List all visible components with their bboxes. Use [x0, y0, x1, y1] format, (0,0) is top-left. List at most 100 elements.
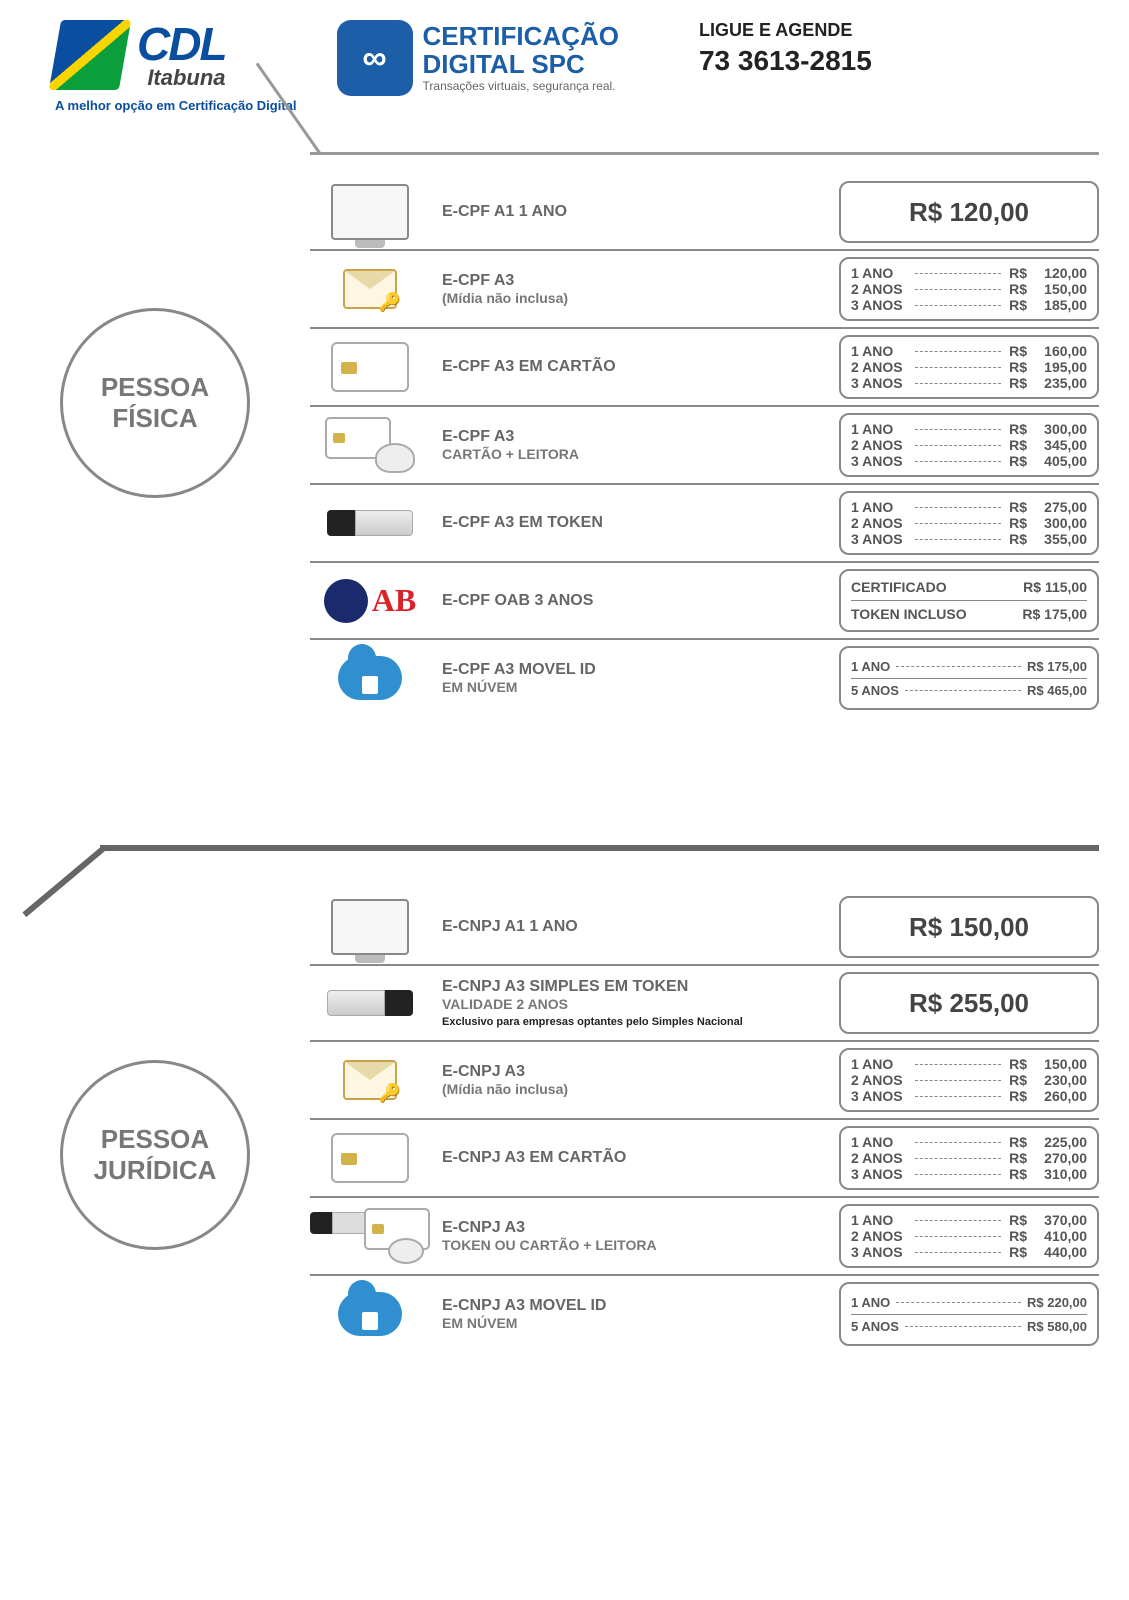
- product-title: E-CNPJ A3 MOVEL ID: [442, 1297, 827, 1315]
- price-dash: [915, 429, 1001, 430]
- price-currency: R$: [1009, 437, 1027, 453]
- product-subtitle: EM NÚVEM: [442, 1315, 827, 1331]
- price-line: 5 ANOS R$ 465,00: [851, 683, 1087, 698]
- logo-cert: ∞ CERTIFICAÇÃO DIGITAL SPC Transações vi…: [337, 20, 619, 96]
- product-title: E-CPF OAB 3 ANOS: [442, 592, 827, 610]
- price-period: 1 ANO: [851, 1134, 907, 1150]
- cloud-icon: [338, 1292, 402, 1336]
- price-period: 3 ANOS: [851, 1166, 907, 1182]
- product-title: E-CPF A3 MOVEL ID: [442, 661, 827, 679]
- price-currency: R$: [1009, 265, 1027, 281]
- price-currency: R$: [1009, 1056, 1027, 1072]
- price-amount: 440,00: [1033, 1244, 1087, 1260]
- cert-line2: DIGITAL SPC: [423, 51, 619, 78]
- product-subtitle: CARTÃO + LEITORA: [442, 446, 827, 462]
- price-amount: 355,00: [1033, 531, 1087, 547]
- rule-top: [310, 152, 1099, 155]
- token-card-reader-icon: [310, 1208, 430, 1264]
- price-dash: [915, 1142, 1001, 1143]
- price-line: 1 ANO R$ 160,00: [851, 343, 1087, 359]
- price-amount: 275,00: [1033, 499, 1087, 515]
- price-dash: [915, 1236, 1001, 1237]
- cdl-text: CDL Itabuna: [137, 21, 226, 89]
- price-period: 1 ANO: [851, 1295, 890, 1310]
- product-title: E-CPF A3 EM CARTÃO: [442, 358, 827, 376]
- product-row: E-CNPJ A3 MOVEL ID EM NÚVEM 1 ANO R$ 220…: [310, 1276, 1099, 1352]
- price-line: 2 ANOS R$ 150,00: [851, 281, 1087, 297]
- price-dash: [915, 507, 1001, 508]
- price-amount: 300,00: [1033, 421, 1087, 437]
- cdl-name: CDL: [137, 21, 226, 67]
- product-icon: [310, 1126, 430, 1190]
- price-line: 3 ANOS R$ 185,00: [851, 297, 1087, 313]
- product-row: E-CPF A3 EM TOKEN 1 ANO R$ 275,00 2 ANOS…: [310, 485, 1099, 563]
- price-period: 3 ANOS: [851, 1244, 907, 1260]
- product-subtitle: EM NÚVEM: [442, 679, 827, 695]
- product-row: AB E-CPF OAB 3 ANOS CERTIFICADO R$ 115,0…: [310, 563, 1099, 640]
- contact-block: LIGUE E AGENDE 73 3613-2815: [699, 20, 872, 77]
- price-line: 2 ANOS R$ 230,00: [851, 1072, 1087, 1088]
- cert-text: CERTIFICAÇÃO DIGITAL SPC Transações virt…: [423, 23, 619, 92]
- price-amount: R$ 115,00: [1023, 579, 1087, 595]
- price-period: 3 ANOS: [851, 1088, 907, 1104]
- price-line: 3 ANOS R$ 355,00: [851, 531, 1087, 547]
- cert-badge-icon: ∞: [337, 20, 413, 96]
- product-row: E-CNPJ A3 EM CARTÃO 1 ANO R$ 225,00 2 AN…: [310, 1120, 1099, 1198]
- price-period: 2 ANOS: [851, 1228, 907, 1244]
- product-icon: [310, 1282, 430, 1346]
- price-amount: R$ 175,00: [1027, 659, 1087, 674]
- price-currency: R$: [1009, 1134, 1027, 1150]
- cdl-flag-icon: [49, 20, 131, 90]
- price-value: R$ 150,00: [909, 912, 1029, 943]
- price-currency: R$: [1009, 421, 1027, 437]
- price-period: 2 ANOS: [851, 437, 907, 453]
- price-currency: R$: [1009, 531, 1027, 547]
- contact-phone: 73 3613-2815: [699, 45, 872, 77]
- price-period: 1 ANO: [851, 1212, 907, 1228]
- price-currency: R$: [1009, 453, 1027, 469]
- product-row: E-CPF A3 MOVEL ID EM NÚVEM 1 ANO R$ 175,…: [310, 640, 1099, 716]
- price-box: 1 ANO R$ 120,00 2 ANOS R$ 150,00 3 ANOS …: [839, 257, 1099, 321]
- price-line: CERTIFICADO R$ 115,00: [851, 577, 1087, 597]
- price-currency: R$: [1009, 515, 1027, 531]
- price-line: 3 ANOS R$ 310,00: [851, 1166, 1087, 1182]
- price-box: 1 ANO R$ 275,00 2 ANOS R$ 300,00 3 ANOS …: [839, 491, 1099, 555]
- product-icon: [310, 335, 430, 399]
- price-amount: 345,00: [1033, 437, 1087, 453]
- price-currency: R$: [1009, 359, 1027, 375]
- envelope-key-icon: [343, 269, 397, 309]
- product-row: E-CNPJ A3 TOKEN OU CARTÃO + LEITORA 1 AN…: [310, 1198, 1099, 1276]
- price-dash: [915, 273, 1001, 274]
- envelope-key-icon: [343, 1060, 397, 1100]
- price-amount: R$ 465,00: [1027, 683, 1087, 698]
- price-period: 3 ANOS: [851, 453, 907, 469]
- price-period: 1 ANO: [851, 343, 907, 359]
- price-line: 1 ANO R$ 175,00: [851, 659, 1087, 674]
- price-dash: [915, 367, 1001, 368]
- product-label: E-CNPJ A3 MOVEL ID EM NÚVEM: [442, 1282, 827, 1346]
- price-amount: 410,00: [1033, 1228, 1087, 1244]
- price-period: 5 ANOS: [851, 683, 899, 698]
- cdl-tagline: A melhor opção em Certificação Digital: [55, 98, 297, 113]
- price-value: R$ 120,00: [909, 197, 1029, 228]
- price-line: 2 ANOS R$ 195,00: [851, 359, 1087, 375]
- price-box: CERTIFICADO R$ 115,00 TOKEN INCLUSO R$ 1…: [839, 569, 1099, 632]
- price-line: 1 ANO R$ 220,00: [851, 1295, 1087, 1310]
- product-row: E-CPF A3 (Mídia não inclusa) 1 ANO R$ 12…: [310, 251, 1099, 329]
- price-currency: R$: [1009, 1088, 1027, 1104]
- price-amount: R$ 220,00: [1027, 1295, 1087, 1310]
- product-icon: [310, 972, 430, 1034]
- cdl-city: Itabuna: [147, 67, 225, 89]
- price-period: 1 ANO: [851, 499, 907, 515]
- price-line: 1 ANO R$ 120,00: [851, 265, 1087, 281]
- price-currency: R$: [1009, 1072, 1027, 1088]
- price-line: 1 ANO R$ 275,00: [851, 499, 1087, 515]
- price-amount: 195,00: [1033, 359, 1087, 375]
- product-title: E-CNPJ A3: [442, 1063, 827, 1081]
- cloud-icon: [338, 656, 402, 700]
- pj-list: E-CNPJ A1 1 ANO R$ 150,00 E-CNPJ A3 SIMP…: [310, 890, 1099, 1352]
- price-amount: 225,00: [1033, 1134, 1087, 1150]
- smartcard-icon: [331, 1133, 409, 1183]
- product-label: E-CPF OAB 3 ANOS: [442, 569, 827, 632]
- product-label: E-CPF A3 EM CARTÃO: [442, 335, 827, 399]
